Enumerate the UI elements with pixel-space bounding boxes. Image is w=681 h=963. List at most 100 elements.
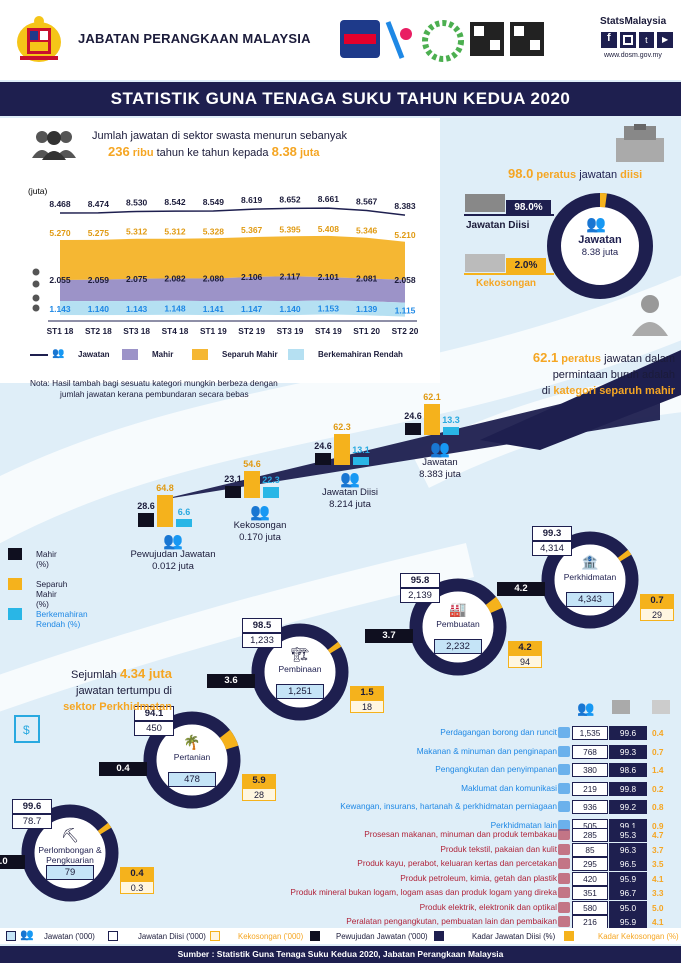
- separuh-label: 5.275: [88, 228, 110, 238]
- row-icon: [558, 843, 570, 855]
- sector-kosong: 28: [242, 788, 276, 801]
- mini-bar-value: 64.8: [156, 482, 174, 493]
- row-kosong-pct: 4.1: [652, 873, 664, 884]
- ring-value: 8.38 juta: [581, 247, 619, 258]
- x-tick-label: ST3 19: [277, 326, 304, 336]
- row-kosong-pct: 4.7: [652, 830, 664, 840]
- kosong-pct-box: 2.0%: [506, 258, 546, 273]
- twitter-icon[interactable]: t: [638, 32, 655, 48]
- area-mahir: [60, 276, 405, 303]
- x-tick-label: ST2 18: [85, 326, 112, 336]
- social-icons: f t ▶: [601, 32, 673, 48]
- sector-jawatan: 2,232: [434, 639, 482, 654]
- row-jawatan: 936: [572, 800, 608, 814]
- x-tick-label: ST3 18: [123, 326, 150, 336]
- table-row: Produk tekstil, pakaian dan kulit 85 96.3 3…: [300, 842, 675, 857]
- mini-icon: 👥: [430, 441, 450, 458]
- mini-bar-group: 28.6 64.8 6.6 👥 Pewujudan Jawatan 0.012 juta: [130, 483, 215, 587]
- jawatan-label: 8.652: [279, 194, 301, 204]
- area-berkemahiran-rendah: [60, 300, 405, 317]
- row-jawatan: 420: [572, 871, 608, 886]
- legend-item-kosong: Kekosongan ('000): [238, 932, 304, 941]
- row-name: Pengangkutan dan penyimpanan: [435, 764, 557, 774]
- sector-kosong: 0.3: [120, 881, 154, 894]
- jawatan-label: 8.567: [356, 197, 378, 207]
- separuh-label: 5.210: [394, 230, 416, 240]
- mahir-label: 2.055: [49, 275, 71, 285]
- note-line2: jumlah jawatan kerana pembundaran secara…: [60, 389, 249, 399]
- row-jawatan: 219: [572, 781, 608, 796]
- rendah-label: 1.143: [49, 304, 71, 314]
- skill-legend-rendah: Berkemahiran Rendah (%): [36, 609, 88, 629]
- sector-icon: 🏭: [449, 601, 467, 617]
- row-icon: [558, 819, 570, 831]
- tertumpu-line3: sektor Perkhidmatan: [63, 701, 172, 713]
- ring-kosong-arc: [617, 549, 632, 562]
- row-icon: [558, 887, 570, 898]
- row-kosong-pct: 0.7: [652, 746, 664, 757]
- mini-bar-name: Jawatan Diisi: [322, 487, 378, 498]
- separuh-label: 5.312: [164, 227, 186, 237]
- sector-icon: 🏗: [291, 646, 309, 662]
- legend-rendah: Berkemahiran Rendah: [318, 350, 403, 359]
- mini-bar-value: 22.3: [262, 474, 280, 485]
- row-kosong-pct: 0.4: [652, 728, 664, 738]
- legend-kadar-kosong-box: [564, 931, 574, 941]
- tertumpu-value: 4.34 juta: [119, 666, 172, 681]
- mini-bar-value: 24.6: [314, 440, 332, 451]
- ring-people-icon: 👥: [586, 216, 606, 233]
- mini-bar: [443, 427, 459, 435]
- row-icon: [558, 872, 570, 884]
- rendah-label: 1.141: [203, 304, 225, 314]
- legend-item-wujud: Pewujudan Jawatan ('000): [336, 932, 428, 941]
- row-icon: [558, 801, 570, 812]
- intro-total-unit: juta: [299, 147, 320, 159]
- side-person-icon: [32, 280, 40, 288]
- diisi-word3: diisi: [620, 169, 643, 181]
- rendah-label: 1.115: [395, 306, 416, 316]
- mini-bar: [263, 486, 279, 498]
- x-tick-label: ST1 19: [200, 326, 227, 336]
- mini-bar: [176, 519, 192, 527]
- mini-bar: [138, 512, 154, 527]
- area-separuh-mahir: [60, 235, 405, 280]
- legend-mahir-swatch: [122, 349, 138, 360]
- chart-legend: 👥 Jawatan Mahir Separuh Mahir Berkemahir…: [30, 348, 420, 362]
- intro-text: Jumlah jawatan di sektor swasta menurun …: [92, 130, 347, 159]
- sector-kosong-pct: 5.9: [242, 774, 276, 788]
- legend-jawatan-swatch: [30, 354, 48, 356]
- sector-name: Perkhidmatan: [563, 572, 617, 582]
- x-tick-label: ST4 19: [315, 326, 342, 336]
- mahir-label: 2.080: [203, 274, 225, 284]
- legend-item-diisi: Jawatan Diisi ('000): [138, 932, 206, 941]
- legend-wujud-box: [310, 931, 320, 941]
- legend-rendah-swatch: [288, 349, 304, 360]
- row-kosong-pct: 5.0: [652, 902, 664, 913]
- ring-kosong-arc: [485, 596, 503, 614]
- legend-mahir: Mahir: [152, 350, 174, 359]
- worker-icon: [632, 295, 668, 336]
- sector-diisi: 78.7: [12, 814, 52, 829]
- sector-diisi-pct: 94.1: [134, 706, 174, 721]
- row-diisi-pct: 99.8: [609, 781, 647, 796]
- table-row: Produk kayu, perabot, keluaran kertas da…: [300, 857, 675, 871]
- website-url: www.dosm.gov.my: [604, 52, 662, 59]
- note-line1: Nota: Hasil tambah bagi sesuatu kategori…: [30, 378, 278, 388]
- row-name: Produk tekstil, pakaian dan kulit: [440, 843, 557, 854]
- row-name: Prosesan makanan, minuman dan produk tem…: [364, 829, 557, 839]
- mini-bar-name: Pewujudan Jawatan: [130, 549, 216, 560]
- youtube-icon[interactable]: ▶: [657, 32, 673, 48]
- instagram-icon[interactable]: [619, 32, 636, 48]
- jawatan-label: 8.661: [318, 194, 340, 204]
- mahir-label: 2.058: [394, 275, 416, 285]
- jawatan-label: 8.542: [164, 197, 186, 207]
- sector-diisi-pct: 95.8: [400, 573, 440, 588]
- row-name: Produk mineral bukan logam, logam asas d…: [290, 887, 557, 897]
- separuh-label: 5.312: [126, 227, 148, 237]
- row-diisi-pct: 96.3: [609, 842, 647, 857]
- table-row: Peralatan pengangkutan, pembuatan lain d…: [300, 915, 675, 929]
- tertumpu-line2: jawatan tertumpu di: [76, 685, 172, 697]
- side-person-icon: [32, 304, 40, 312]
- separuh-label: 5.367: [241, 225, 263, 235]
- facebook-icon[interactable]: f: [601, 32, 617, 48]
